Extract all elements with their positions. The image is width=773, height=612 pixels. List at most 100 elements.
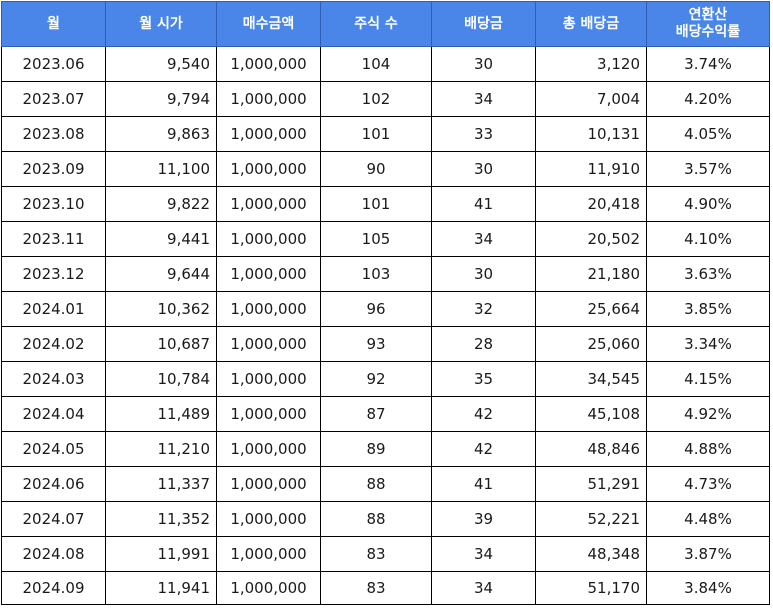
purchase-amount-cell: 1,000,000 xyxy=(216,186,321,222)
month-cell: 2023.06 xyxy=(1,46,106,82)
dividend-cell: 42 xyxy=(431,431,536,467)
share-count-cell: 101 xyxy=(320,186,432,222)
purchase-amount-cell: 1,000,000 xyxy=(216,361,321,397)
total-dividend-cell: 48,348 xyxy=(535,536,647,572)
table-row: 2023.07 9,794 1,000,000 102 34 7,004 4.20% xyxy=(1,81,770,117)
share-count-cell: 105 xyxy=(320,221,432,257)
table-row: 2024.09 11,941 1,000,000 83 34 51,170 3.84% xyxy=(1,571,770,605)
header-row: 월 월 시가 매수금액 주식 수 배당금 총 배당금 연환산 배당수익률 xyxy=(1,1,770,47)
monthly-price-cell: 11,489 xyxy=(105,396,217,432)
month-cell: 2023.12 xyxy=(1,256,106,292)
month-cell: 2024.04 xyxy=(1,396,106,432)
month-cell: 2024.07 xyxy=(1,501,106,537)
monthly-price-cell: 9,794 xyxy=(105,81,217,117)
total-dividend-cell: 25,664 xyxy=(535,291,647,327)
annualized-yield-cell: 4.48% xyxy=(646,501,770,537)
month-cell: 2023.09 xyxy=(1,151,106,187)
purchase-amount-cell: 1,000,000 xyxy=(216,501,321,537)
share-count-cell: 89 xyxy=(320,431,432,467)
table-row: 2023.12 9,644 1,000,000 103 30 21,180 3.63% xyxy=(1,256,770,292)
dividend-cell: 34 xyxy=(431,221,536,257)
total-dividend-cell: 51,170 xyxy=(535,571,647,605)
total-dividend-cell: 7,004 xyxy=(535,81,647,117)
annualized-yield-cell: 4.90% xyxy=(646,186,770,222)
monthly-price-cell: 11,991 xyxy=(105,536,217,572)
purchase-amount-cell: 1,000,000 xyxy=(216,221,321,257)
month-cell: 2023.07 xyxy=(1,81,106,117)
purchase-amount-cell: 1,000,000 xyxy=(216,46,321,82)
dividend-cell: 30 xyxy=(431,256,536,292)
total-dividend-cell: 25,060 xyxy=(535,326,647,362)
total-dividend-cell: 20,418 xyxy=(535,186,647,222)
table-row: 2024.04 11,489 1,000,000 87 42 45,108 4.92% xyxy=(1,396,770,432)
month-cell: 2024.01 xyxy=(1,291,106,327)
monthly-price-cell: 9,540 xyxy=(105,46,217,82)
month-cell: 2024.09 xyxy=(1,571,106,605)
annualized-yield-cell: 3.87% xyxy=(646,536,770,572)
purchase-amount-cell: 1,000,000 xyxy=(216,396,321,432)
annualized-yield-cell: 4.05% xyxy=(646,116,770,152)
table-row: 2023.11 9,441 1,000,000 105 34 20,502 4.10% xyxy=(1,221,770,257)
month-cell: 2023.08 xyxy=(1,116,106,152)
header-annualized-yield: 연환산 배당수익률 xyxy=(646,1,770,47)
table-header: 월 월 시가 매수금액 주식 수 배당금 총 배당금 연환산 배당수익률 xyxy=(1,1,770,47)
share-count-cell: 101 xyxy=(320,116,432,152)
table-row: 2023.09 11,100 1,000,000 90 30 11,910 3.57% xyxy=(1,151,770,187)
header-monthly-price: 월 시가 xyxy=(105,1,217,47)
monthly-price-cell: 11,210 xyxy=(105,431,217,467)
dividend-cell: 41 xyxy=(431,186,536,222)
total-dividend-cell: 11,910 xyxy=(535,151,647,187)
dividend-cell: 34 xyxy=(431,536,536,572)
dividend-cell: 42 xyxy=(431,396,536,432)
annualized-yield-cell: 4.10% xyxy=(646,221,770,257)
monthly-price-cell: 11,100 xyxy=(105,151,217,187)
annualized-yield-cell: 3.85% xyxy=(646,291,770,327)
monthly-price-cell: 10,784 xyxy=(105,361,217,397)
dividend-cell: 34 xyxy=(431,571,536,605)
purchase-amount-cell: 1,000,000 xyxy=(216,81,321,117)
annualized-yield-cell: 4.15% xyxy=(646,361,770,397)
monthly-price-cell: 11,941 xyxy=(105,571,217,605)
total-dividend-cell: 10,131 xyxy=(535,116,647,152)
dividend-cell: 33 xyxy=(431,116,536,152)
annualized-yield-cell: 3.84% xyxy=(646,571,770,605)
dividend-cell: 39 xyxy=(431,501,536,537)
annualized-yield-cell: 4.20% xyxy=(646,81,770,117)
table-row: 2023.08 9,863 1,000,000 101 33 10,131 4.05% xyxy=(1,116,770,152)
annualized-yield-cell: 4.73% xyxy=(646,466,770,502)
table-row: 2024.06 11,337 1,000,000 88 41 51,291 4.73% xyxy=(1,466,770,502)
purchase-amount-cell: 1,000,000 xyxy=(216,291,321,327)
total-dividend-cell: 21,180 xyxy=(535,256,647,292)
dividend-cell: 41 xyxy=(431,466,536,502)
header-purchase-amount: 매수금액 xyxy=(216,1,321,47)
purchase-amount-cell: 1,000,000 xyxy=(216,536,321,572)
month-cell: 2024.08 xyxy=(1,536,106,572)
annualized-yield-cell: 4.92% xyxy=(646,396,770,432)
annualized-yield-cell: 3.57% xyxy=(646,151,770,187)
purchase-amount-cell: 1,000,000 xyxy=(216,116,321,152)
table-body: 2023.06 9,540 1,000,000 104 30 3,120 3.74% 2023… xyxy=(1,46,770,605)
share-count-cell: 96 xyxy=(320,291,432,327)
dividend-cell: 35 xyxy=(431,361,536,397)
header-month: 월 xyxy=(1,1,106,47)
table-row: 2024.01 10,362 1,000,000 96 32 25,664 3.85% xyxy=(1,291,770,327)
dividend-cell: 32 xyxy=(431,291,536,327)
month-cell: 2023.10 xyxy=(1,186,106,222)
monthly-price-cell: 10,362 xyxy=(105,291,217,327)
header-share-count: 주식 수 xyxy=(320,1,432,47)
purchase-amount-cell: 1,000,000 xyxy=(216,326,321,362)
table-row: 2024.02 10,687 1,000,000 93 28 25,060 3.34% xyxy=(1,326,770,362)
share-count-cell: 104 xyxy=(320,46,432,82)
purchase-amount-cell: 1,000,000 xyxy=(216,466,321,502)
purchase-amount-cell: 1,000,000 xyxy=(216,431,321,467)
total-dividend-cell: 51,291 xyxy=(535,466,647,502)
month-cell: 2023.11 xyxy=(1,221,106,257)
monthly-price-cell: 9,863 xyxy=(105,116,217,152)
share-count-cell: 102 xyxy=(320,81,432,117)
share-count-cell: 88 xyxy=(320,466,432,502)
total-dividend-cell: 34,545 xyxy=(535,361,647,397)
monthly-price-cell: 11,337 xyxy=(105,466,217,502)
share-count-cell: 92 xyxy=(320,361,432,397)
share-count-cell: 93 xyxy=(320,326,432,362)
monthly-price-cell: 11,352 xyxy=(105,501,217,537)
